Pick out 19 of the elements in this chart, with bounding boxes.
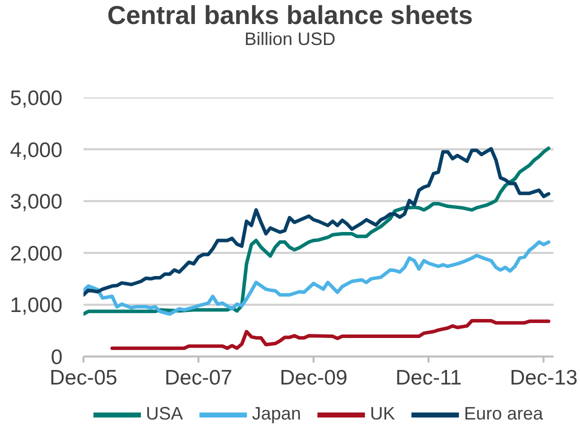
y-tick-label: 0 [50,346,63,369]
legend-label: UK [370,404,396,424]
chart-title: Central banks balance sheets [107,0,473,30]
y-tick-label: 2,000 [10,242,63,266]
x-tick-label: Dec-07 [164,366,232,390]
line-series [110,319,550,350]
x-tick-label: Dec-13 [510,366,578,390]
legend-label: USA [146,404,183,424]
y-tick-label: 4,000 [10,138,63,162]
x-tick-label: Dec-09 [280,366,348,390]
line-series [84,240,550,316]
y-tick-label: 1,000 [10,294,63,318]
legend-label: Japan [252,404,301,424]
y-tick-label: 3,000 [10,190,63,214]
legend-label: Euro area [464,404,544,424]
x-tick-label: Dec-11 [396,366,462,390]
y-tick-label: 5,000 [10,87,63,110]
x-tick-label: Dec-05 [50,366,118,390]
chart-subtitle: Billion USD [244,29,336,49]
